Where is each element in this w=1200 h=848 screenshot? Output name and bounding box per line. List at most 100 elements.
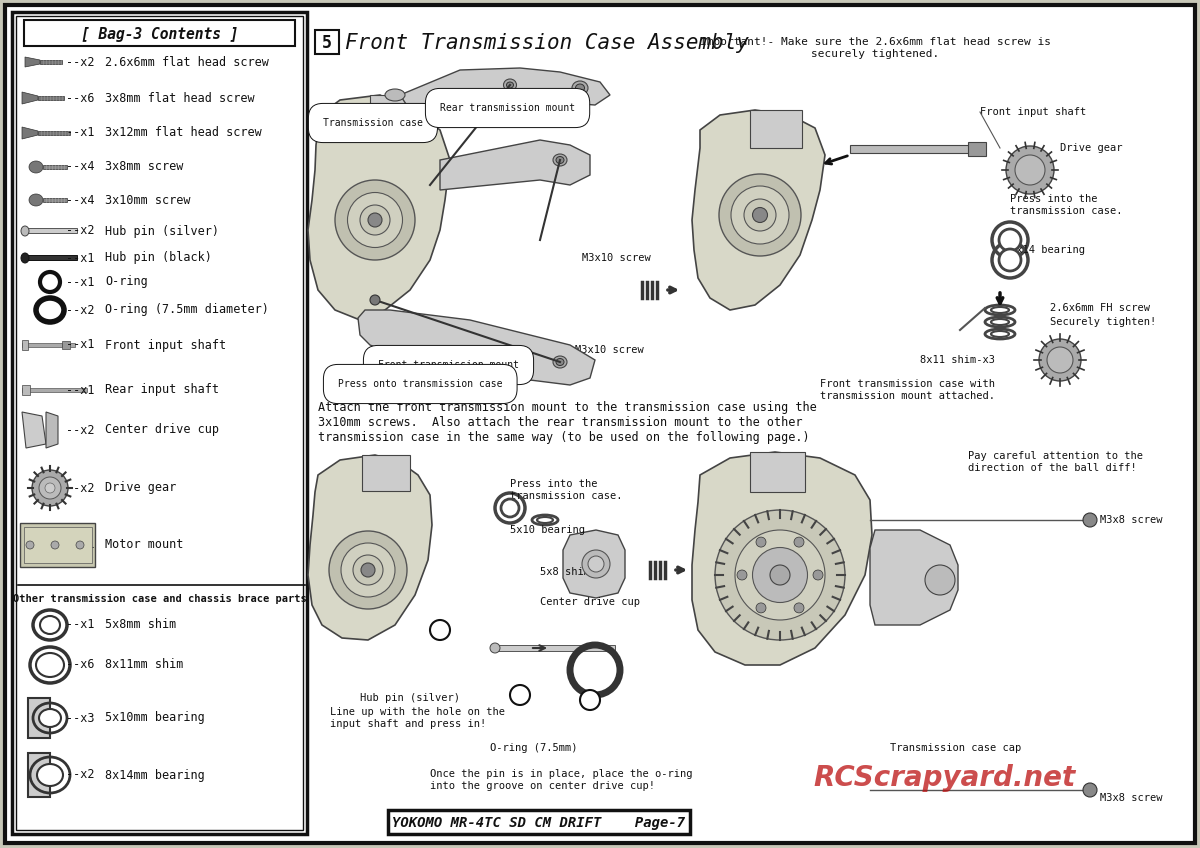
Text: --x2: --x2 bbox=[66, 482, 95, 494]
Ellipse shape bbox=[794, 603, 804, 613]
Text: --x2: --x2 bbox=[66, 423, 95, 437]
Ellipse shape bbox=[36, 653, 64, 677]
Text: Transmission case: Transmission case bbox=[323, 118, 422, 128]
Ellipse shape bbox=[32, 470, 68, 506]
Text: 5x8 shim: 5x8 shim bbox=[540, 567, 590, 577]
Ellipse shape bbox=[998, 229, 1021, 251]
Ellipse shape bbox=[1015, 155, 1045, 185]
Ellipse shape bbox=[991, 319, 1009, 325]
Bar bbox=[24, 527, 92, 563]
Text: Transmission case cap: Transmission case cap bbox=[890, 743, 1021, 753]
Bar bbox=[370, 95, 420, 135]
Bar bbox=[25, 255, 77, 260]
Ellipse shape bbox=[360, 205, 390, 235]
Bar bbox=[692, 95, 990, 415]
Text: 3: 3 bbox=[587, 694, 594, 706]
Ellipse shape bbox=[1006, 146, 1054, 194]
Text: --x3: --x3 bbox=[66, 711, 95, 724]
Ellipse shape bbox=[752, 548, 808, 602]
Ellipse shape bbox=[1039, 339, 1081, 381]
Text: Securely tighten!: Securely tighten! bbox=[1050, 317, 1157, 327]
Text: O-ring (7.5mm): O-ring (7.5mm) bbox=[490, 743, 577, 753]
Bar bbox=[43, 165, 67, 169]
Text: Drive gear: Drive gear bbox=[1060, 143, 1122, 153]
Bar bbox=[362, 455, 410, 491]
Ellipse shape bbox=[580, 654, 611, 686]
Text: Rear transmission mount: Rear transmission mount bbox=[440, 103, 575, 113]
Ellipse shape bbox=[490, 643, 500, 653]
Ellipse shape bbox=[991, 307, 1009, 313]
Ellipse shape bbox=[29, 194, 43, 206]
Text: Rear input shaft: Rear input shaft bbox=[106, 383, 220, 397]
Text: Front Transmission Case Assembly: Front Transmission Case Assembly bbox=[346, 33, 749, 53]
Ellipse shape bbox=[353, 555, 383, 585]
Polygon shape bbox=[308, 95, 450, 320]
Text: Front transmission mount: Front transmission mount bbox=[378, 360, 520, 370]
Polygon shape bbox=[22, 412, 46, 448]
Bar bbox=[314, 30, 340, 54]
Ellipse shape bbox=[582, 550, 610, 578]
Text: 8x11mm shim: 8x11mm shim bbox=[106, 659, 184, 672]
Text: M3x8 screw: M3x8 screw bbox=[1100, 515, 1163, 525]
Ellipse shape bbox=[715, 510, 845, 640]
Ellipse shape bbox=[22, 226, 29, 236]
Text: Hub pin (silver): Hub pin (silver) bbox=[360, 693, 460, 703]
Polygon shape bbox=[692, 110, 826, 310]
Ellipse shape bbox=[29, 161, 43, 173]
Ellipse shape bbox=[998, 249, 1021, 271]
Text: M3x10 screw: M3x10 screw bbox=[582, 253, 650, 263]
Polygon shape bbox=[440, 140, 590, 190]
Text: 2.6x6mm flat head screw: 2.6x6mm flat head screw bbox=[106, 55, 269, 69]
Polygon shape bbox=[563, 530, 625, 598]
Bar bbox=[968, 142, 986, 156]
Polygon shape bbox=[25, 57, 40, 67]
Ellipse shape bbox=[553, 356, 568, 368]
Text: --x1: --x1 bbox=[66, 252, 95, 265]
Ellipse shape bbox=[734, 530, 826, 620]
Text: 5x8mm shim: 5x8mm shim bbox=[106, 618, 176, 632]
Text: Press into the
transmission case.: Press into the transmission case. bbox=[510, 479, 623, 501]
Bar bbox=[28, 698, 50, 738]
Ellipse shape bbox=[719, 174, 802, 256]
Text: Line up with the hole on the
input shaft and press in!: Line up with the hole on the input shaft… bbox=[330, 707, 505, 728]
Text: 3x8mm flat head screw: 3x8mm flat head screw bbox=[106, 92, 254, 104]
Ellipse shape bbox=[368, 213, 382, 227]
Polygon shape bbox=[22, 92, 38, 104]
Text: --x1: --x1 bbox=[66, 383, 95, 397]
Text: 3x12mm flat head screw: 3x12mm flat head screw bbox=[106, 126, 262, 140]
Bar bbox=[28, 753, 50, 797]
Text: 1: 1 bbox=[437, 623, 444, 637]
Text: Center drive cup: Center drive cup bbox=[106, 423, 220, 437]
Ellipse shape bbox=[22, 253, 29, 263]
Ellipse shape bbox=[502, 499, 520, 517]
Ellipse shape bbox=[756, 537, 766, 547]
Ellipse shape bbox=[794, 537, 804, 547]
Ellipse shape bbox=[572, 81, 588, 95]
Text: --x1: --x1 bbox=[66, 618, 95, 632]
Ellipse shape bbox=[553, 154, 568, 166]
Ellipse shape bbox=[50, 541, 59, 549]
Text: Press into the
transmission case.: Press into the transmission case. bbox=[1010, 194, 1122, 215]
Bar bbox=[12, 12, 307, 834]
Polygon shape bbox=[870, 530, 958, 625]
Ellipse shape bbox=[556, 359, 564, 365]
Text: --x2: --x2 bbox=[66, 304, 95, 316]
Text: 8x11 shim-x3: 8x11 shim-x3 bbox=[920, 355, 995, 365]
Ellipse shape bbox=[1046, 347, 1073, 373]
Bar bbox=[22, 340, 28, 350]
Text: Press onto transmission case: Press onto transmission case bbox=[338, 379, 503, 389]
Text: --x6: --x6 bbox=[66, 92, 95, 104]
Ellipse shape bbox=[44, 276, 56, 288]
Ellipse shape bbox=[925, 565, 955, 595]
Bar bbox=[312, 63, 670, 391]
Ellipse shape bbox=[370, 295, 380, 305]
Ellipse shape bbox=[341, 543, 395, 597]
Text: Drive gear: Drive gear bbox=[106, 482, 176, 494]
Text: Other transmission case and chassis brace parts: Other transmission case and chassis brac… bbox=[13, 594, 307, 604]
Bar bbox=[22, 388, 88, 392]
Ellipse shape bbox=[744, 199, 776, 231]
Polygon shape bbox=[22, 127, 38, 139]
Ellipse shape bbox=[737, 570, 746, 580]
Ellipse shape bbox=[538, 517, 553, 523]
Ellipse shape bbox=[770, 565, 790, 585]
